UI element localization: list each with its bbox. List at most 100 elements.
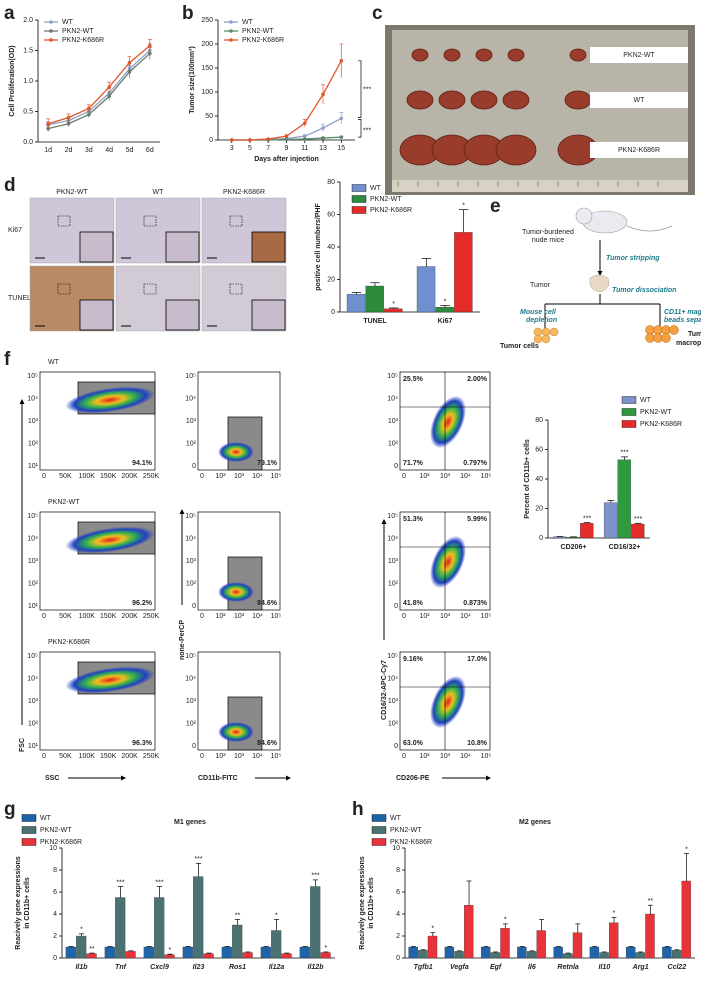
legend-label: PKN2-WT (370, 196, 402, 203)
gate-percent: 79.1% (257, 460, 278, 467)
legend-marker (49, 20, 53, 24)
bracket (358, 119, 362, 138)
label-box (590, 142, 688, 158)
flow-tick-label: 10³ (186, 418, 197, 425)
flow-tick-label: 10⁴ (185, 535, 196, 542)
significance: * (613, 910, 616, 917)
ihc-inset (79, 231, 114, 263)
point (339, 135, 344, 139)
point (229, 138, 234, 142)
significance: ** (648, 898, 654, 905)
y-tick-label: 150 (201, 65, 213, 72)
x-tick-label: Il12a (269, 964, 285, 971)
axis-label: none-PerCP (179, 620, 186, 660)
significance: *** (116, 879, 124, 886)
point (284, 134, 289, 138)
macrophage-icon (661, 325, 671, 335)
x-tick-label: 3 (230, 145, 234, 152)
x-tick-label: Arg1 (632, 964, 649, 971)
bar (625, 946, 636, 959)
chart-title: M1 genes (174, 819, 206, 826)
flow-tick-label: 10³ (234, 613, 245, 620)
point (148, 43, 152, 48)
x-tick-label: Ros1 (229, 964, 246, 971)
gate-percent: 84.6% (257, 740, 278, 747)
bar (536, 930, 546, 959)
significance: *** (583, 515, 591, 522)
legend-label: PKN2-K686R (390, 839, 432, 846)
flow-tick-label: 10² (419, 473, 430, 480)
flow-tick-label: 0 (42, 753, 46, 760)
y-tick-label: 6 (53, 889, 57, 896)
quadrant-percent: 9.16% (403, 656, 424, 663)
flow-tick-label: 10² (419, 613, 430, 620)
flow-tick-label: 150K (100, 613, 117, 620)
bar (553, 946, 563, 959)
y-tick-label: 2 (53, 933, 57, 940)
gate-percent: 94.1% (132, 460, 153, 467)
panel-letter: g (4, 799, 16, 820)
point (302, 121, 307, 125)
y-axis-title: in CD11b+ cells (24, 877, 31, 929)
y-tick-label: 0 (539, 535, 543, 542)
bar (589, 946, 600, 959)
photo-label: PKN2-WT (623, 52, 655, 59)
quadrant-percent: 63.0% (403, 740, 424, 747)
point (87, 106, 91, 111)
legend-label: PKN2-WT (62, 28, 94, 35)
flow-tick-label: 10⁴ (460, 753, 471, 760)
flow-tick-label: 10⁴ (387, 675, 398, 682)
legend-marker (49, 38, 53, 42)
bar (603, 502, 618, 539)
flow-tick-label: 10³ (440, 473, 451, 480)
y-tick-label: 0 (331, 309, 335, 316)
y-tick-label: 60 (327, 211, 335, 218)
quadrant-percent: 51.3% (403, 516, 424, 523)
series-line (231, 60, 342, 141)
point (339, 116, 344, 121)
point (321, 92, 325, 97)
flow-tick-label: 10⁵ (271, 473, 282, 480)
flow-tick-label: 100K (79, 753, 96, 760)
density-blob (429, 675, 467, 729)
y-tick-label: 2.0 (23, 17, 33, 24)
bar (104, 946, 115, 959)
bar (681, 880, 691, 959)
bar (444, 946, 455, 959)
density-blob (429, 535, 467, 589)
bar (580, 523, 594, 539)
x-tick-label: 6d (146, 147, 154, 154)
flow-tick-label: 10⁵ (387, 653, 398, 660)
flow-tick-label: 10¹ (28, 603, 39, 610)
density-blob (218, 582, 254, 602)
legend-swatch (371, 814, 387, 822)
y-tick-label: 0 (396, 955, 400, 962)
bar (517, 946, 527, 959)
photo-label: WT (634, 97, 646, 104)
y-tick-label: 0.5 (23, 108, 33, 115)
bar (320, 952, 331, 959)
flow-tick-label: 10² (215, 613, 226, 620)
cell-icon (549, 327, 559, 337)
point (87, 112, 91, 117)
y-tick-label: 60 (535, 446, 543, 453)
tumor (411, 48, 429, 62)
sample-label: PKN2-K686R (48, 639, 90, 646)
bar (281, 953, 292, 959)
panel-letter: a (4, 3, 15, 24)
diagram-step: Mouse cell (520, 309, 557, 316)
density-blob (65, 666, 155, 694)
x-tick-label: CD206+ (561, 544, 587, 551)
y-tick-label: 6 (396, 889, 400, 896)
bar (599, 952, 609, 959)
flow-tick-label: 10⁵ (27, 513, 38, 520)
bar (346, 293, 366, 313)
y-axis-title: in CD11b+ cells (368, 877, 375, 929)
axis-label: CD11b-FITC (198, 775, 238, 782)
significance: *** (194, 856, 202, 863)
row-label: TUNEL (8, 295, 31, 302)
label-box (590, 47, 688, 63)
bar (193, 876, 204, 959)
x-tick-label: Tgfb1 (414, 964, 433, 971)
flow-tick-label: 0 (394, 743, 398, 750)
